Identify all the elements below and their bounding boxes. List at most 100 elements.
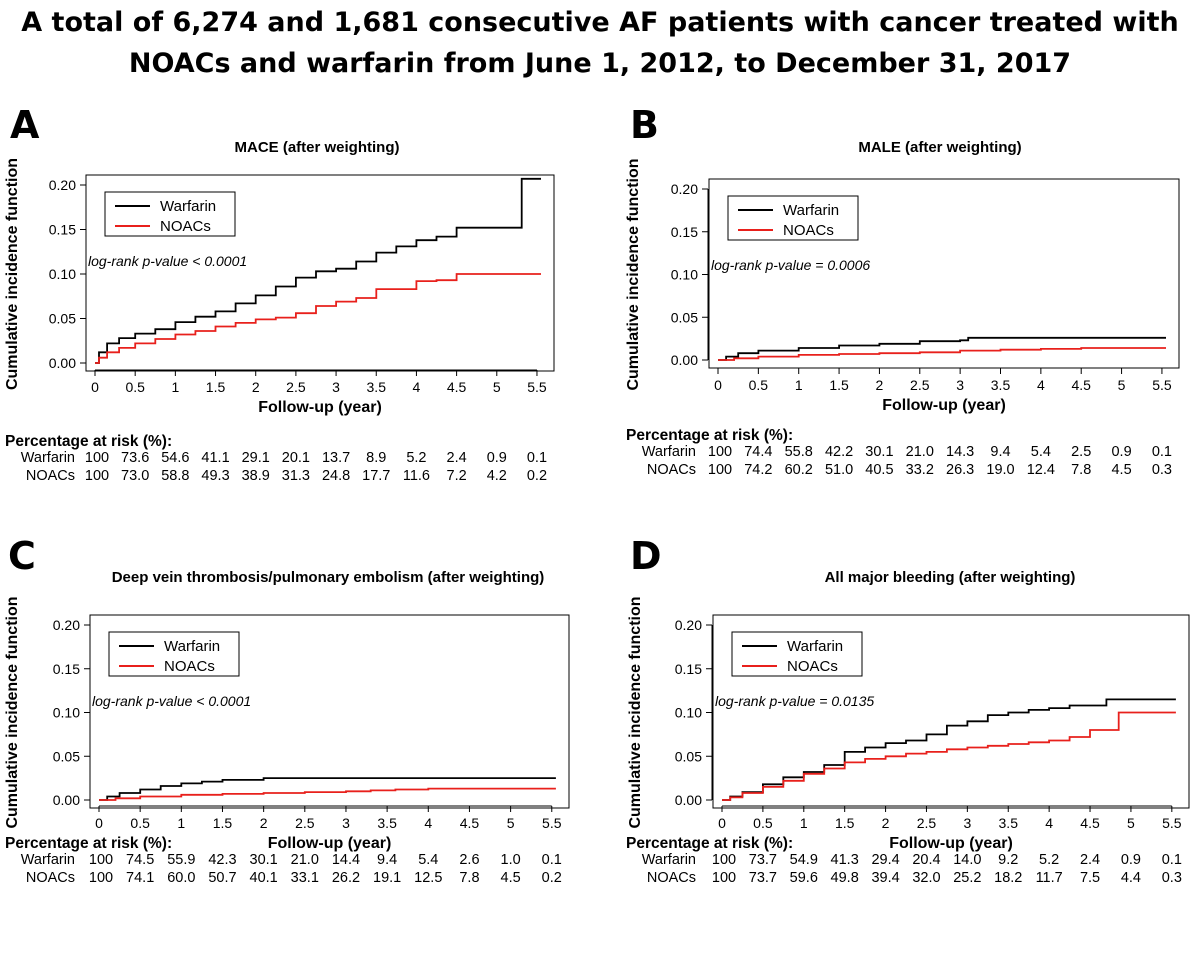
y-axis-label: Cumulative incidence function (4, 158, 21, 390)
y-tick-label: 0.10 (53, 705, 80, 721)
y-tick-label: 0.10 (675, 705, 702, 721)
risk-value: 74.4 (744, 444, 773, 460)
risk-heading: Percentage at risk (%): (5, 433, 173, 450)
risk-table: Percentage at risk (%): Warfarin 100 74.5 55… (0, 525, 600, 955)
y-tick-label: 0.15 (675, 661, 702, 677)
x-tick-label: 1 (800, 815, 808, 831)
risk-value: 59.6 (789, 870, 818, 886)
y-tick-label: 0.20 (53, 617, 80, 633)
risk-value: 0.2 (526, 468, 548, 484)
x-axis-label: Follow-up (year) (268, 835, 392, 852)
y-tick-label: 0.00 (49, 355, 76, 371)
x-tick-label: 4 (413, 379, 421, 395)
risk-value: 55.8 (784, 444, 813, 460)
y-tick-label: 0.10 (49, 266, 76, 282)
x-tick-label: 5.5 (1152, 377, 1172, 393)
risk-value: 4.4 (1120, 870, 1142, 886)
risk-value: 0.2 (541, 870, 562, 886)
risk-value: 49.3 (201, 468, 230, 484)
legend-label: NOACs (783, 222, 834, 239)
risk-value: 9.2 (998, 852, 1019, 868)
risk-value: 12.4 (1026, 462, 1055, 478)
legend-label: Warfarin (160, 198, 216, 215)
x-axis-label: Follow-up (year) (889, 835, 1013, 852)
x-tick-label: 1.5 (829, 377, 849, 393)
risk-row-noacs: NOACs 100 74.1 60.0 50.7 40.1 33.1 26.2 19.1 12.5… (0, 870, 600, 888)
risk-group-label: NOACs (646, 462, 696, 478)
chart-title: Deep vein thrombosis/pulmonary embolism … (112, 569, 545, 586)
risk-row-warfarin: Warfarin 100 73.7 54.9 41.3 29.4 20.4 14.0 9.2 5.… (600, 852, 1200, 870)
risk-value: 0.9 (1120, 852, 1142, 868)
x-tick-label: 5 (507, 815, 515, 831)
risk-value: 0.1 (1151, 444, 1173, 460)
risk-value: 41.3 (830, 852, 859, 868)
plot-frame (89, 614, 570, 809)
y-axis-label: Cumulative incidence function (625, 158, 642, 390)
risk-value: 5.2 (406, 450, 427, 466)
risk-value: 5.4 (418, 852, 439, 868)
risk-value: 100 (88, 870, 114, 886)
x-tick-label: 3 (963, 815, 971, 831)
risk-row-warfarin: Warfarin 100 74.4 55.8 42.2 30.1 21.0 14.3 9.4 5.… (600, 444, 1200, 462)
risk-value: 14.0 (953, 852, 982, 868)
plot-frame (85, 174, 555, 372)
risk-group-label: Warfarin (20, 450, 75, 466)
x-tick-label: 4 (1037, 377, 1045, 393)
risk-value: 5.4 (1030, 444, 1051, 460)
risk-value: 2.4 (1079, 852, 1101, 868)
risk-value: 0.1 (541, 852, 562, 868)
legend-box (104, 191, 236, 237)
chart-svg: C Deep vein thrombosis/pulmonary embolism… (4, 534, 570, 852)
x-tick-label: 1 (177, 815, 185, 831)
risk-value: 20.1 (281, 450, 311, 466)
risk-group-label: NOACs (25, 870, 75, 886)
x-tick-label: 4.5 (1080, 815, 1100, 831)
x-tick-label: 2 (876, 377, 884, 393)
risk-value: 21.0 (905, 444, 934, 460)
series-line-warfarin (99, 777, 556, 801)
risk-value: 100 (711, 852, 737, 868)
risk-value: 100 (707, 444, 733, 460)
y-axis-label: Cumulative incidence function (627, 596, 644, 828)
x-tick-label: 4.5 (447, 379, 467, 395)
x-tick-label: 2 (260, 815, 268, 831)
panel-a: A MACE (after weighting) 0.00 0.05 0.10 0.15 0… (0, 94, 600, 524)
risk-value: 25.2 (953, 870, 982, 886)
risk-value: 7.2 (446, 468, 467, 484)
risk-value: 21.0 (290, 852, 319, 868)
risk-value: 42.3 (208, 852, 237, 868)
risk-value: 49.8 (830, 870, 859, 886)
risk-value: 29.1 (241, 450, 270, 466)
risk-value: 39.4 (871, 870, 900, 886)
x-tick-label: 2 (882, 815, 890, 831)
x-tick-label: 2 (252, 379, 260, 395)
x-tick-label: 4.5 (1071, 377, 1091, 393)
risk-value: 24.8 (321, 468, 351, 484)
risk-value: 38.9 (241, 468, 270, 484)
x-tick-label: 0 (91, 379, 99, 395)
risk-value: 33.2 (905, 462, 934, 478)
x-tick-label: 2.5 (917, 815, 937, 831)
x-tick-label: 0.5 (749, 377, 769, 393)
risk-value: 8.9 (366, 450, 387, 466)
risk-value: 74.1 (126, 870, 155, 886)
y-tick-label: 0.00 (675, 792, 702, 808)
risk-value: 26.3 (946, 462, 975, 478)
risk-value: 7.8 (459, 870, 480, 886)
x-axis-label: Follow-up (year) (882, 397, 1006, 414)
legend-label: NOACs (164, 658, 215, 675)
y-tick-label: 0.15 (671, 224, 698, 240)
x-tick-label: 1 (171, 379, 179, 395)
risk-value: 60.0 (167, 870, 196, 886)
legend-label: Warfarin (164, 638, 220, 655)
y-tick-label: 0.05 (53, 748, 80, 764)
y-tick-label: 0.15 (49, 222, 76, 238)
x-tick-label: 0 (95, 815, 103, 831)
risk-value: 31.3 (281, 468, 311, 484)
risk-value: 73.6 (121, 450, 150, 466)
risk-value: 60.2 (784, 462, 813, 478)
risk-heading: Percentage at risk (%): (626, 427, 794, 444)
risk-group-label: NOACs (25, 468, 75, 484)
plot-frame (708, 178, 1180, 369)
x-tick-label: 4 (1045, 815, 1053, 831)
